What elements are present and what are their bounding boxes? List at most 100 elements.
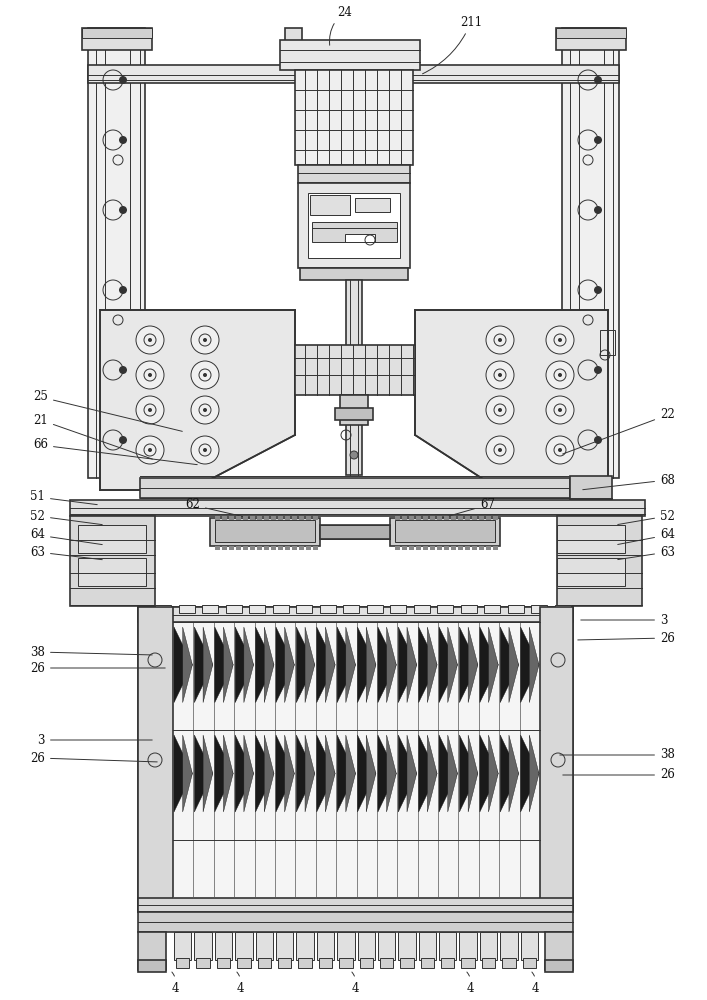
Bar [472,546,477,550]
Polygon shape [448,735,457,812]
Polygon shape [194,735,213,812]
Bar [460,932,477,960]
Bar [278,546,283,550]
Bar [444,516,449,520]
Polygon shape [305,735,315,812]
Bar [421,958,434,968]
Text: 25: 25 [33,390,182,431]
Circle shape [350,451,358,459]
Polygon shape [398,627,416,703]
Bar [88,28,145,478]
Bar [313,546,318,550]
Bar [317,932,334,960]
Bar [556,28,626,50]
Bar [295,345,415,395]
Bar [423,516,428,520]
Polygon shape [501,735,519,812]
Bar [236,546,241,550]
Text: 211: 211 [423,15,482,74]
Bar [285,516,290,520]
Circle shape [191,436,219,464]
Bar [285,546,290,550]
Polygon shape [407,627,416,703]
Text: 26: 26 [578,632,675,645]
Polygon shape [366,627,376,703]
Circle shape [546,436,574,464]
Polygon shape [255,627,274,703]
Circle shape [136,396,164,424]
Circle shape [594,286,602,294]
Polygon shape [530,627,539,703]
Polygon shape [509,627,519,703]
Bar [508,605,523,613]
Bar [343,605,359,613]
Bar [451,516,456,520]
Bar [395,520,495,542]
Polygon shape [174,735,192,812]
Text: 63: 63 [618,546,675,560]
Polygon shape [419,735,437,812]
Circle shape [191,396,219,424]
Text: 4: 4 [171,972,179,994]
Bar [308,193,400,258]
Polygon shape [264,735,274,812]
Bar [194,932,212,960]
Text: 38: 38 [30,646,152,658]
Bar [345,234,375,242]
Bar [237,958,250,968]
Circle shape [546,396,574,424]
Bar [155,605,171,613]
Bar [340,395,368,425]
Text: 4: 4 [351,972,358,994]
Bar [257,516,262,520]
Polygon shape [489,627,498,703]
Circle shape [119,76,127,84]
Circle shape [594,206,602,214]
Bar [271,546,276,550]
Text: 51: 51 [30,490,98,505]
Bar [298,958,312,968]
Polygon shape [366,735,376,812]
Polygon shape [276,735,294,812]
Bar [402,516,407,520]
Bar [235,932,252,960]
Polygon shape [285,627,294,703]
Circle shape [498,338,502,342]
Circle shape [136,361,164,389]
Bar [215,932,232,960]
Bar [292,516,297,520]
Bar [395,516,400,520]
Polygon shape [530,735,539,812]
Bar [82,28,152,50]
Bar [250,546,255,550]
Polygon shape [182,627,192,703]
Bar [215,516,220,520]
Polygon shape [337,627,356,703]
Bar [176,958,189,968]
Text: 21: 21 [33,414,153,459]
Polygon shape [468,735,478,812]
Bar [390,605,406,613]
Bar [355,198,390,212]
Bar [138,912,573,932]
Text: 24: 24 [329,5,352,45]
Bar [276,932,293,960]
Text: 52: 52 [30,510,103,525]
Circle shape [148,373,152,377]
Text: 4: 4 [531,972,539,994]
Circle shape [191,361,219,389]
Polygon shape [427,735,437,812]
Bar [520,932,538,960]
Bar [312,222,397,242]
Bar [271,516,276,520]
Bar [531,605,547,613]
Polygon shape [244,735,254,812]
Polygon shape [296,627,315,703]
Bar [296,605,312,613]
Polygon shape [285,735,294,812]
Text: 26: 26 [30,752,157,764]
Bar [70,500,645,516]
Bar [557,516,642,606]
Bar [380,958,393,968]
Circle shape [558,338,562,342]
